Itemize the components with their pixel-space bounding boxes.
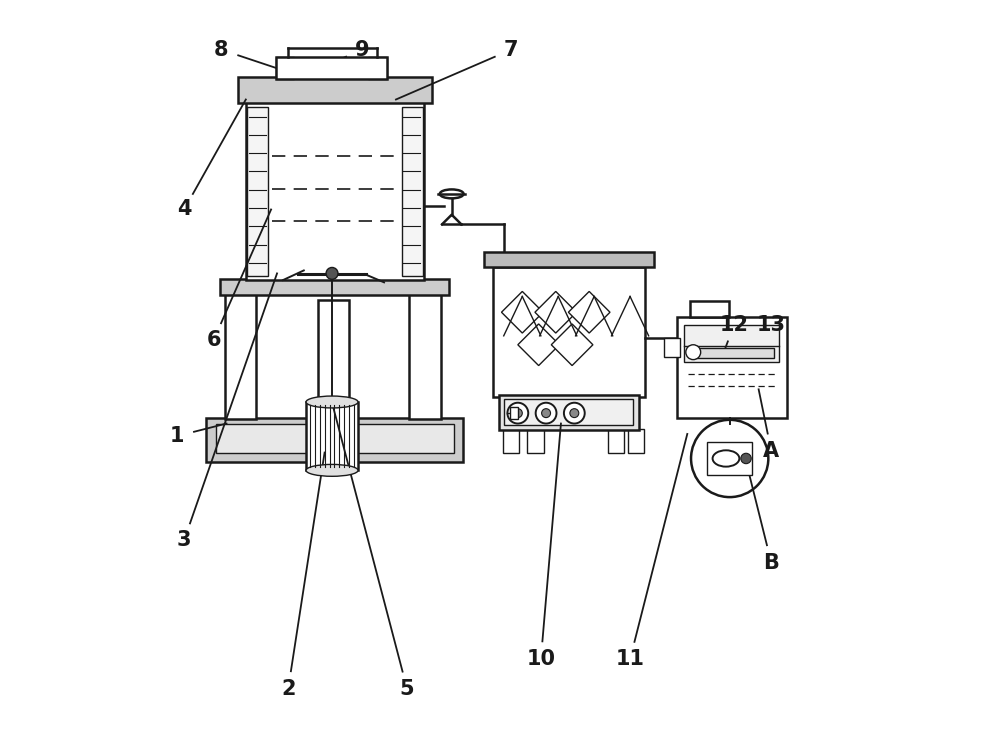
Bar [318, 300, 349, 419]
Text: B: B [763, 553, 779, 572]
Bar [493, 267, 645, 397]
Ellipse shape [713, 451, 739, 467]
Text: 8: 8 [214, 40, 229, 60]
Polygon shape [535, 292, 577, 333]
Circle shape [542, 409, 551, 418]
Ellipse shape [440, 189, 464, 198]
Bar [693, 348, 774, 358]
Bar [707, 442, 752, 474]
Text: 9: 9 [355, 40, 370, 60]
Polygon shape [518, 324, 559, 366]
Bar [527, 429, 544, 453]
Text: 10: 10 [526, 649, 555, 669]
Circle shape [326, 268, 338, 279]
Text: 2: 2 [281, 679, 295, 699]
Circle shape [536, 403, 556, 424]
Bar [628, 429, 644, 453]
Text: 6: 6 [207, 330, 221, 350]
Circle shape [513, 409, 522, 418]
Text: 13: 13 [757, 315, 786, 335]
Ellipse shape [306, 396, 358, 408]
Bar [484, 252, 654, 267]
Text: A: A [763, 441, 779, 461]
Bar [246, 101, 424, 280]
Bar [608, 429, 624, 453]
Bar [276, 57, 294, 79]
Bar [206, 418, 463, 463]
Circle shape [741, 454, 751, 464]
Bar [368, 57, 387, 79]
Ellipse shape [306, 465, 358, 476]
Bar [684, 325, 779, 362]
Bar [664, 338, 680, 357]
Bar [503, 429, 519, 453]
Text: 4: 4 [177, 199, 191, 219]
Text: 7: 7 [504, 40, 518, 60]
Circle shape [570, 409, 579, 418]
Circle shape [691, 420, 768, 497]
Circle shape [507, 403, 528, 424]
Circle shape [564, 403, 585, 424]
Text: 12: 12 [720, 315, 749, 335]
Circle shape [686, 345, 701, 360]
Bar [677, 317, 787, 418]
Bar [220, 278, 449, 295]
Text: 3: 3 [177, 530, 191, 551]
Bar [409, 292, 441, 419]
Text: 5: 5 [400, 679, 414, 699]
Bar [247, 107, 268, 276]
Bar [402, 107, 423, 276]
Polygon shape [551, 324, 593, 366]
Text: 1: 1 [169, 426, 184, 446]
Text: 11: 11 [616, 649, 645, 669]
Bar [690, 301, 729, 317]
Bar [225, 292, 256, 419]
Bar [499, 395, 639, 430]
Bar [238, 77, 432, 103]
Polygon shape [501, 292, 543, 333]
Polygon shape [568, 292, 610, 333]
Bar [504, 399, 633, 425]
Bar [510, 407, 518, 419]
Bar [276, 57, 387, 79]
Bar [216, 424, 454, 453]
Polygon shape [442, 215, 461, 225]
Bar [306, 402, 358, 471]
